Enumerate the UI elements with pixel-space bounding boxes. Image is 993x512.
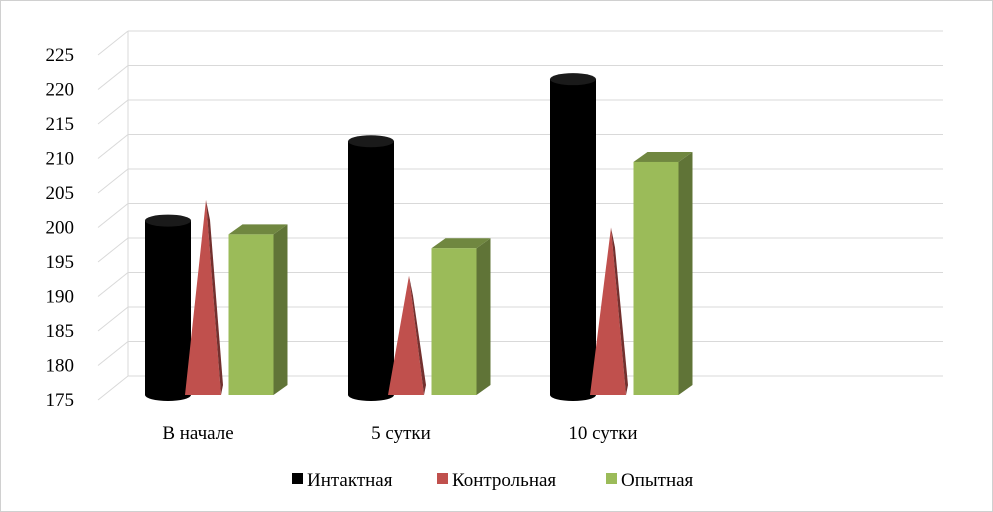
bar-box-top	[431, 238, 491, 249]
gridline-side	[97, 134, 129, 159]
bar-box-front	[228, 234, 274, 395]
legend-swatch	[437, 473, 448, 484]
legend-label: Интактная	[307, 470, 393, 491]
x-tick-label: 5 сутки	[371, 423, 431, 444]
bar-cylinder-top	[348, 135, 394, 148]
bar-box-front	[633, 161, 679, 395]
legend-label: Опытная	[621, 470, 694, 491]
bar-cone-front	[388, 275, 424, 395]
gridline-side	[97, 375, 129, 401]
bar-3-3	[633, 151, 693, 395]
y-tick-label: 185	[46, 321, 75, 342]
bar-cylinder-body	[348, 141, 394, 401]
bar-cone-front	[185, 199, 221, 395]
y-tick-label: 225	[46, 45, 75, 66]
x-tick-label: В начале	[162, 423, 233, 444]
bar-3-2	[431, 238, 491, 395]
gridline-side	[97, 99, 129, 125]
bar-box-side	[678, 151, 693, 395]
legend-item: Интактная	[292, 470, 393, 491]
legend: Интактная Контрольная Опытная	[292, 470, 694, 491]
bar-cone-side	[409, 275, 426, 395]
grid-lines	[97, 30, 943, 401]
y-tick-label: 220	[46, 80, 75, 101]
gridline-side	[97, 272, 129, 297]
y-tick-label: 200	[46, 218, 75, 239]
gridline-side	[97, 306, 129, 332]
bar-box-side	[273, 224, 288, 395]
bar-1-2	[348, 135, 394, 401]
gridline-side	[97, 237, 129, 263]
bar-cylinder-top	[550, 73, 596, 86]
y-tick-label: 210	[46, 149, 75, 170]
gridline-side	[97, 341, 129, 366]
bar-box-side	[476, 238, 491, 395]
bars	[145, 73, 693, 402]
y-tick-label: 205	[46, 183, 75, 204]
gridline-side	[97, 168, 129, 194]
bar-cone-front	[590, 227, 626, 395]
gridline-side	[97, 203, 129, 228]
y-tick-label: 195	[46, 252, 75, 273]
y-tick-label: 190	[46, 287, 75, 308]
gridline-side	[97, 65, 129, 90]
bar-2-2	[388, 275, 426, 395]
bar-2-1	[185, 199, 223, 395]
legend-label: Контрольная	[452, 470, 556, 491]
y-tick-label: 215	[46, 114, 75, 135]
x-axis: В начале 5 сутки 10 сутки	[162, 423, 637, 444]
x-tick-label: 10 сутки	[568, 423, 637, 444]
bar-box-front	[431, 248, 477, 395]
bar-cylinder-top	[145, 214, 191, 227]
bar-cylinder-body	[145, 220, 191, 401]
bar-cone-side	[206, 199, 223, 395]
bar-1-1	[145, 214, 191, 401]
gridline-side	[97, 30, 129, 56]
legend-item: Контрольная	[437, 470, 556, 491]
legend-swatch	[606, 473, 617, 484]
bar-box-top	[228, 224, 288, 235]
bar-cylinder-body	[550, 79, 596, 402]
y-axis: 175 180 185 190 195 200 205 210 215 220 225	[46, 45, 75, 411]
y-tick-label: 175	[46, 390, 75, 411]
bar-3-1	[228, 224, 288, 395]
legend-item: Опытная	[606, 470, 694, 491]
bar-2-3	[590, 227, 628, 395]
bar-1-3	[550, 73, 596, 402]
legend-swatch	[292, 473, 303, 484]
bar-box-top	[633, 151, 693, 162]
y-tick-label: 180	[46, 356, 75, 377]
bar-cone-side	[611, 227, 628, 395]
